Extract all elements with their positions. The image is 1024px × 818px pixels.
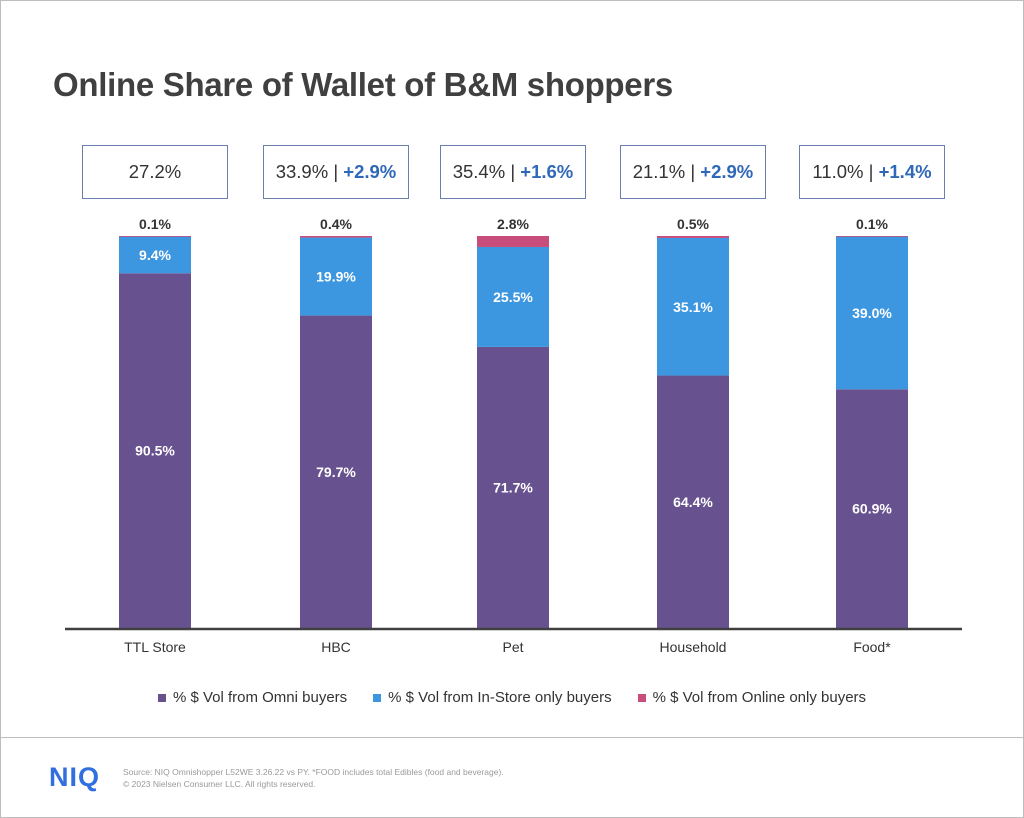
summary-box: 33.9% | +2.9% xyxy=(263,145,409,199)
data-label: 0.1% xyxy=(139,216,171,232)
data-label: 0.1% xyxy=(856,216,888,232)
legend-swatch xyxy=(373,693,382,702)
legend-label: % $ Vol from Online only buyers xyxy=(652,689,867,706)
niq-logo: NIQ xyxy=(49,762,101,792)
source-line-2: © 2023 Nielsen Consumer LLC. All rights … xyxy=(123,779,316,789)
bar-segment xyxy=(477,236,549,247)
legend-label: % $ Vol from In-Store only buyers xyxy=(388,689,612,706)
data-label: 60.9% xyxy=(852,501,892,517)
bar-segment xyxy=(657,237,729,376)
legend-swatch xyxy=(637,693,646,702)
bar-segment xyxy=(836,236,908,237)
data-label: 64.4% xyxy=(673,494,713,510)
data-label: 35.1% xyxy=(673,299,713,315)
bar-segment xyxy=(836,389,908,628)
data-label: 9.4% xyxy=(139,247,171,263)
summary-separator: | xyxy=(685,161,701,182)
summary-box: 35.4% | +1.6% xyxy=(440,145,586,199)
summary-value: 33.9% xyxy=(275,161,329,182)
source-note: Source: NIQ Omnishopper L52WE 3.26.22 vs… xyxy=(123,766,504,790)
bar-segment xyxy=(119,236,191,237)
summary-box: 21.1% | +2.9% xyxy=(620,145,766,199)
data-label: 19.9% xyxy=(316,269,356,285)
legend-item: % $ Vol from Online only buyers xyxy=(637,689,867,706)
bar-segment xyxy=(119,236,191,274)
summary-box: 11.0% | +1.4% xyxy=(799,145,945,199)
bar-segment xyxy=(477,246,549,347)
summary-separator: | xyxy=(505,161,521,182)
chart-legend: % $ Vol from Omni buyers % $ Vol from In-… xyxy=(0,689,1024,706)
data-label: 0.5% xyxy=(677,216,709,232)
source-line-1: Source: NIQ Omnishopper L52WE 3.26.22 vs… xyxy=(123,767,504,777)
footer-divider xyxy=(0,737,1024,738)
summary-separator: | xyxy=(328,161,344,182)
x-tick-label: Household xyxy=(660,639,727,655)
data-label: 39.0% xyxy=(852,305,892,321)
data-label: 0.4% xyxy=(320,216,352,232)
summary-delta: +2.9% xyxy=(700,161,754,182)
summary-delta: +2.9% xyxy=(343,161,397,182)
x-tick-label: HBC xyxy=(321,639,351,655)
data-label: 71.7% xyxy=(493,479,533,495)
summary-value: 11.0% xyxy=(812,161,864,182)
summary-delta: +1.6% xyxy=(520,161,574,182)
legend-item: % $ Vol from Omni buyers xyxy=(157,689,348,706)
x-tick-label: Food* xyxy=(853,639,891,655)
summary-separator: | xyxy=(863,161,879,182)
summary-box: 27.2% xyxy=(82,145,228,199)
legend-swatch xyxy=(157,693,166,702)
summary-value: 27.2% xyxy=(128,161,182,182)
bar-segment xyxy=(477,346,549,628)
data-label: 90.5% xyxy=(135,443,175,459)
summary-delta: +1.4% xyxy=(878,161,932,182)
bar-segment xyxy=(119,273,191,628)
summary-value: 35.4% xyxy=(452,161,506,182)
data-label: 79.7% xyxy=(316,464,356,480)
data-label: 2.8% xyxy=(497,216,529,232)
bar-segment xyxy=(300,237,372,316)
bar-segment xyxy=(300,236,372,238)
legend-item: % $ Vol from In-Store only buyers xyxy=(373,689,612,706)
bar-segment xyxy=(657,375,729,628)
page-title: Online Share of Wallet of B&M shoppers xyxy=(53,66,673,103)
summary-value: 21.1% xyxy=(632,161,686,182)
x-tick-label: Pet xyxy=(502,639,523,655)
bar-segment xyxy=(657,236,729,238)
bar-segment xyxy=(300,315,372,628)
legend-label: % $ Vol from Omni buyers xyxy=(172,689,348,706)
data-label: 25.5% xyxy=(493,289,533,305)
bar-segment xyxy=(836,236,908,390)
x-tick-label: TTL Store xyxy=(124,639,186,655)
